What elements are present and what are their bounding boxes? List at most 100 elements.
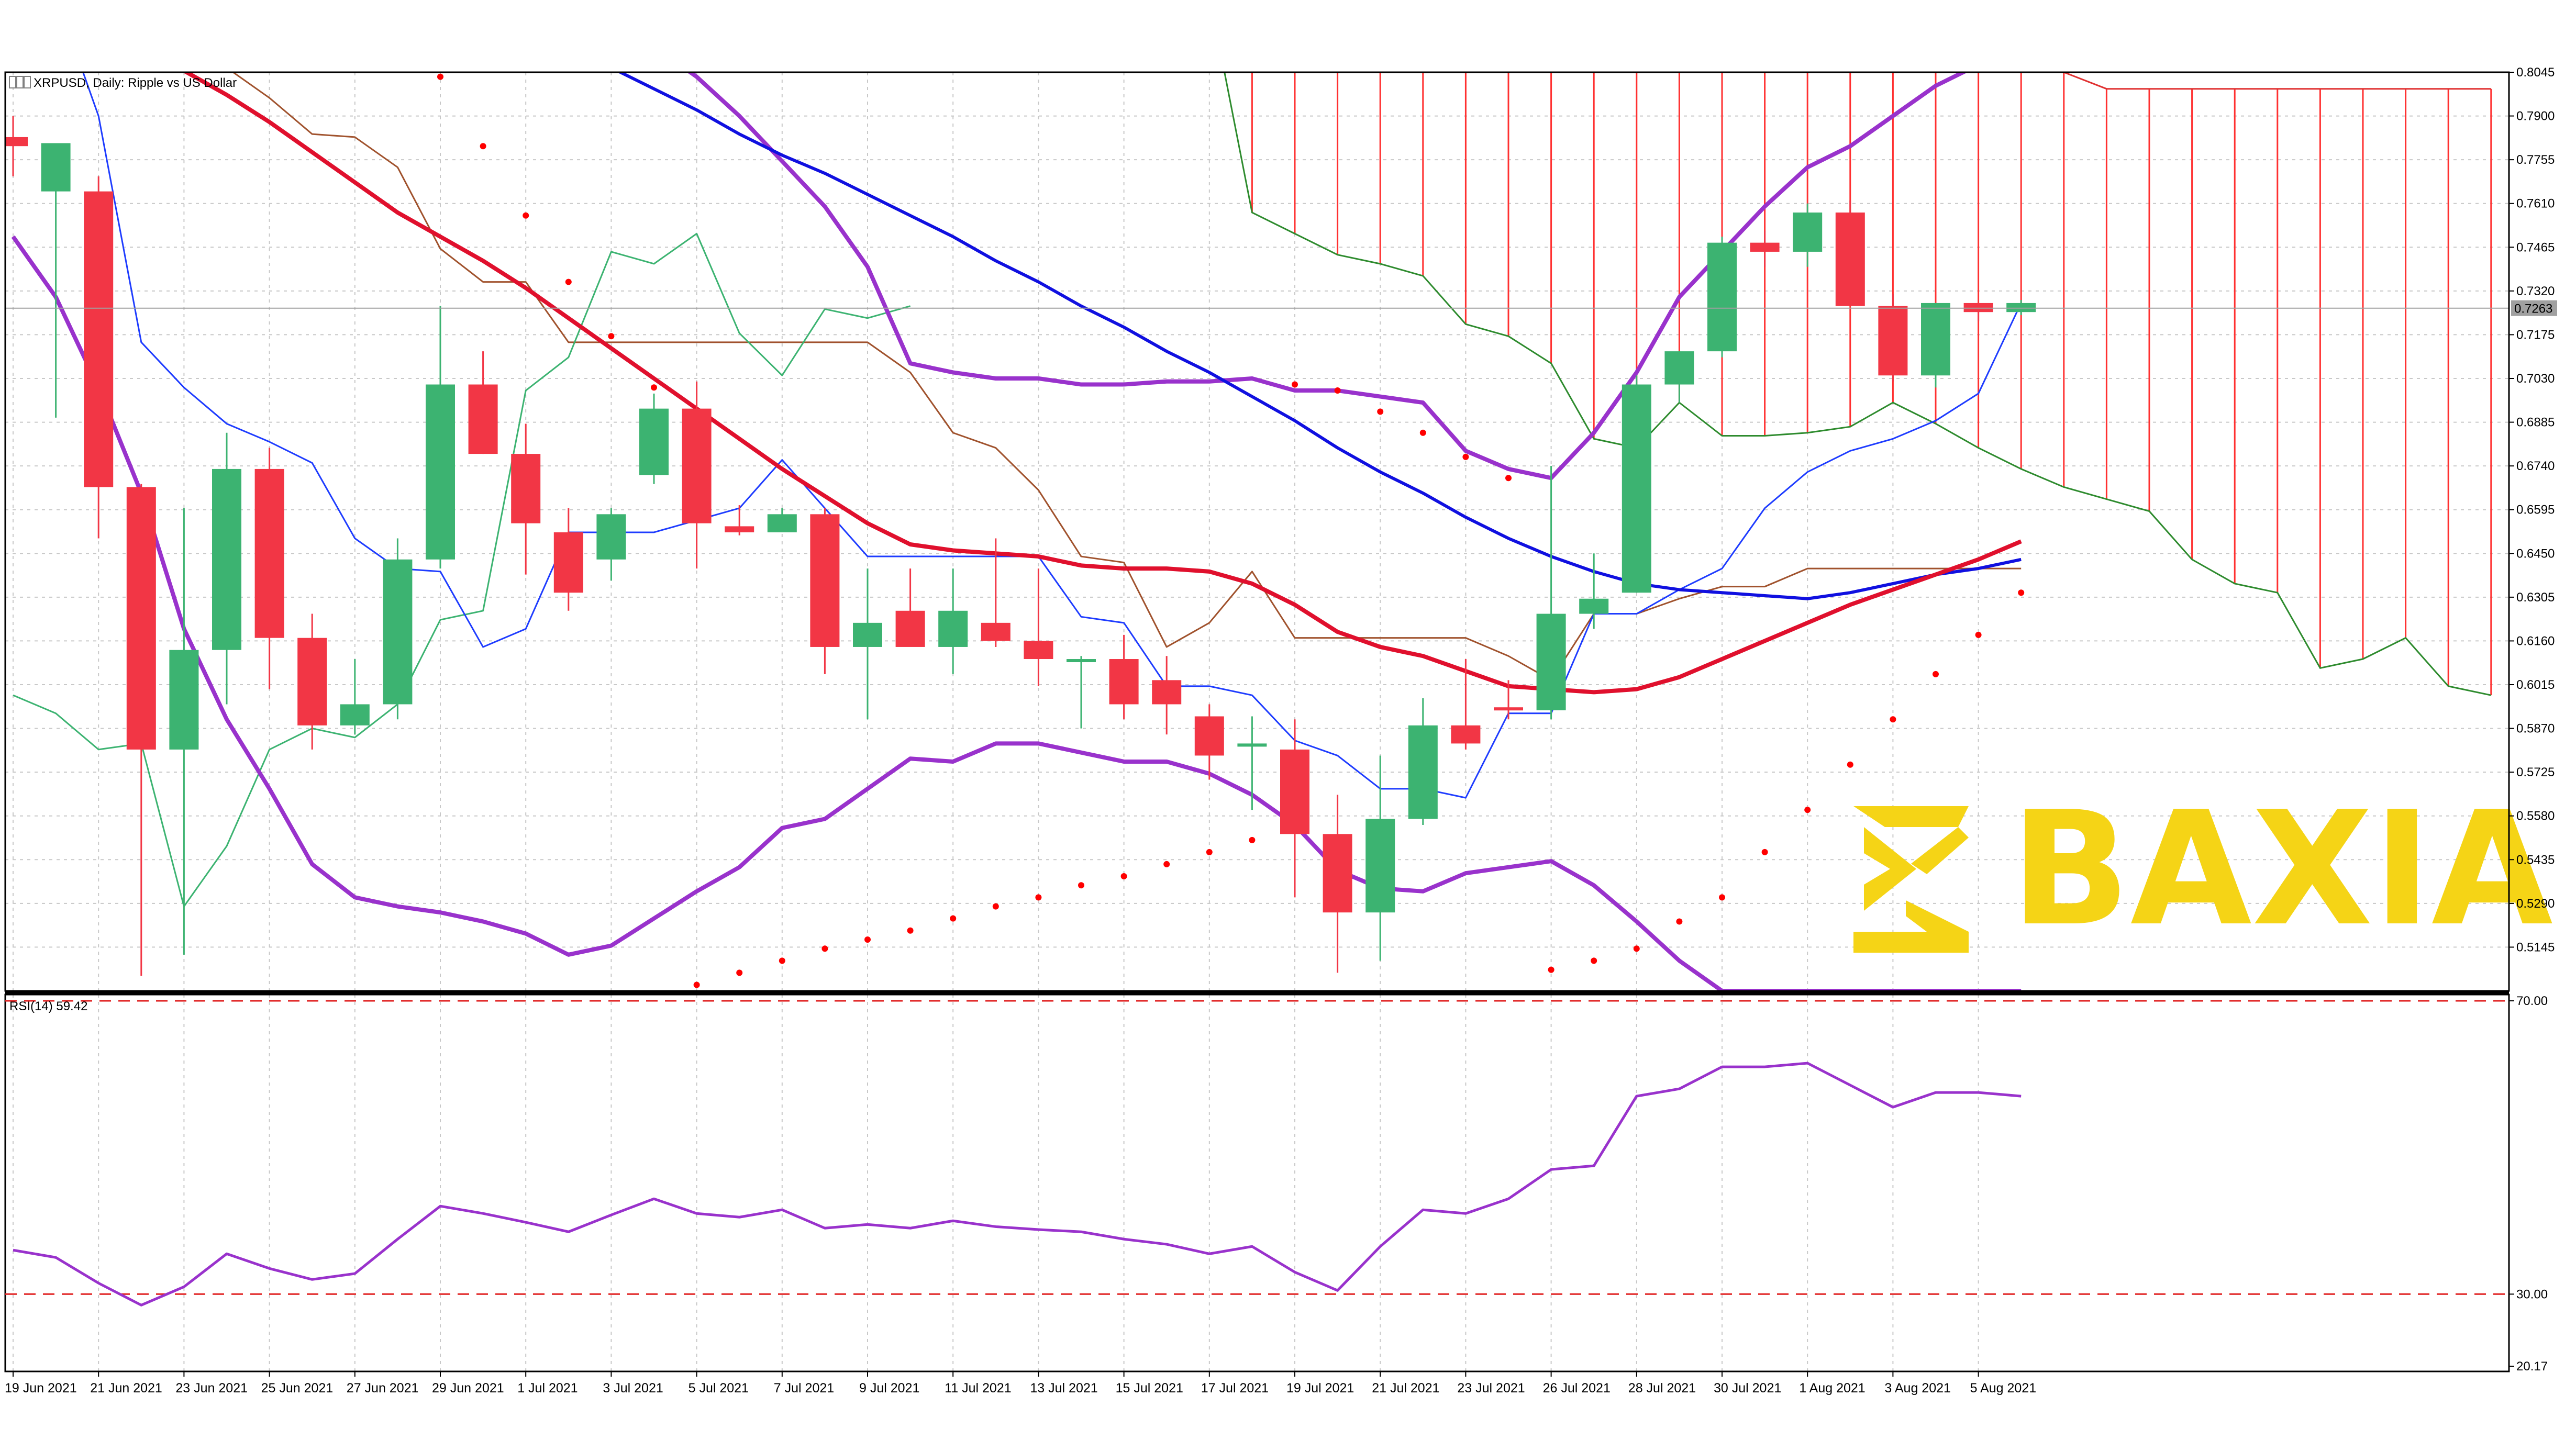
time-tick-label: 21 Jul 2021 [1372, 1381, 1439, 1396]
candle-body [1109, 659, 1139, 705]
price-tick-label: 0.5580 [2516, 809, 2555, 823]
candle-body [981, 622, 1011, 641]
candle-body [767, 514, 797, 532]
candlesticks [5, 116, 2036, 976]
candle-body [938, 610, 968, 647]
watermark-text: BAXIA [2011, 778, 2554, 961]
candle-body [1280, 749, 1309, 834]
bollinger-lower-band [11, 235, 2022, 991]
candle-body [1963, 303, 1993, 312]
candle-body [1579, 598, 1609, 614]
candle-body [682, 408, 712, 523]
current-price-tag [2511, 300, 2557, 316]
price-tick-label: 0.5435 [2516, 853, 2555, 867]
candle-body [596, 514, 626, 560]
price-tick-label: 0.5870 [2516, 722, 2555, 736]
sar-dot [1078, 882, 1084, 889]
rsi-tick-label: 70.00 [2516, 994, 2548, 1008]
candle-body [1365, 819, 1395, 913]
bollinger-upper-band [686, 72, 1968, 481]
sar-dot [1933, 671, 1939, 677]
time-tick-label: 9 Jul 2021 [859, 1381, 919, 1396]
sar-dot [1847, 761, 1853, 768]
sar-dot [1591, 957, 1597, 964]
rsi-indicator [5, 1000, 2509, 1307]
sar-dot [1292, 381, 1298, 388]
candle-body [1408, 725, 1438, 819]
moving-average-red [182, 72, 2022, 695]
baxia-logo-mark [1853, 806, 1969, 953]
senkou-span-a [1224, 72, 2492, 696]
candle-body [1194, 716, 1224, 756]
time-tick-label: 3 Jul 2021 [603, 1381, 663, 1396]
candle-body [1451, 725, 1481, 744]
time-tick-label: 17 Jul 2021 [1201, 1381, 1269, 1396]
ichimoku-cloud [1209, 72, 2492, 696]
price-tick-label: 0.6595 [2516, 503, 2555, 517]
time-tick-label: 19 Jul 2021 [1286, 1381, 1354, 1396]
time-tick-label: 7 Jul 2021 [774, 1381, 834, 1396]
price-tick-label: 0.7175 [2516, 328, 2555, 342]
time-tick-label: 11 Jul 2021 [945, 1381, 1011, 1396]
sar-dot [1419, 429, 1426, 436]
candle-body [1237, 743, 1267, 747]
time-tick-label: 1 Jul 2021 [517, 1381, 578, 1396]
sar-dot [779, 957, 785, 964]
candle-body [1664, 351, 1694, 385]
candle-body [340, 704, 370, 726]
rsi-line [13, 1062, 2022, 1307]
candle-body [853, 622, 882, 647]
price-tick-label: 0.5145 [2516, 940, 2555, 954]
sar-dot [1334, 387, 1341, 394]
candle-body [1024, 641, 1053, 660]
candle-body [1835, 213, 1865, 306]
sar-dot [821, 945, 828, 952]
sar-dot [565, 278, 572, 285]
sar-dot [1633, 945, 1640, 952]
indicator-overlays [11, 72, 2022, 991]
sar-dot [1548, 966, 1555, 973]
sar-dot [1035, 894, 1042, 901]
sar-dot [1249, 836, 1256, 843]
candle-body [84, 191, 114, 487]
candle-body [126, 487, 156, 750]
sar-dot [1505, 475, 1512, 482]
sar-dot [907, 927, 914, 934]
candle-body [2006, 303, 2036, 312]
candle-body [5, 137, 28, 147]
price-tick-label: 0.5290 [2516, 897, 2555, 911]
sar-dot [992, 903, 999, 910]
sar-dot [1377, 408, 1384, 415]
sar-dot [1975, 631, 1982, 638]
time-tick-label: 28 Jul 2021 [1628, 1381, 1696, 1396]
time-tick-label: 15 Jul 2021 [1116, 1381, 1183, 1396]
time-tick-label: 1 Aug 2021 [1799, 1381, 1866, 1396]
candle-body [1494, 707, 1523, 711]
candle-body [212, 468, 241, 650]
time-tick-label: 30 Jul 2021 [1714, 1381, 1781, 1396]
candle-body [511, 454, 541, 523]
sar-dot [1163, 861, 1170, 867]
time-tick-label: 13 Jul 2021 [1030, 1381, 1097, 1396]
sar-dot [2018, 589, 2025, 596]
sar-dot [1719, 894, 1725, 901]
rsi-tick-label: 20.17 [2516, 1359, 2548, 1374]
symbol-icon [9, 76, 31, 88]
time-tick-label: 27 Jun 2021 [347, 1381, 419, 1396]
price-tick-label: 0.7465 [2516, 240, 2555, 254]
candle-body [1323, 834, 1352, 913]
candle-body [639, 408, 669, 475]
candle-body [169, 650, 199, 750]
price-axis: 0.8045 0.7900 0.7755 0.7610 0.7465 0.7320 0.71… [2509, 65, 2555, 954]
sar-dot [437, 73, 443, 80]
sar-dot [1676, 918, 1683, 925]
time-tick-label: 26 Jul 2021 [1543, 1381, 1611, 1396]
time-tick-label: 23 Jul 2021 [1457, 1381, 1525, 1396]
sar-dot [608, 333, 615, 340]
candle-body [1622, 384, 1651, 593]
candle-body [1707, 242, 1737, 352]
price-tick-label: 0.7900 [2516, 109, 2555, 124]
moving-average-blue [617, 72, 2022, 600]
